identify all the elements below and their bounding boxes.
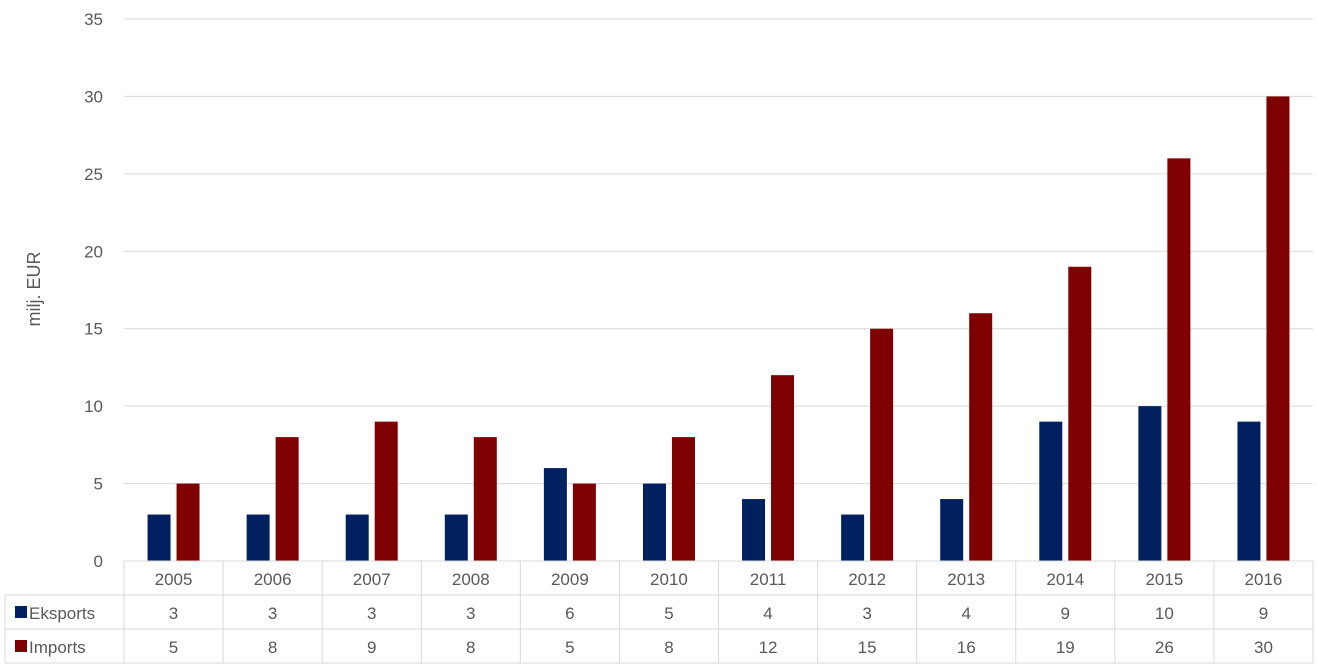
table-cell-imports: 16 (957, 638, 976, 657)
x-tick-label: 2016 (1245, 570, 1283, 589)
table-cell-imports: 12 (759, 638, 778, 657)
y-tick-label: 35 (84, 10, 103, 29)
table-cell-eksports: 3 (169, 604, 178, 623)
x-tick-label: 2014 (1046, 570, 1084, 589)
bar-imports-2009 (572, 483, 596, 561)
bar-imports-2013 (969, 313, 993, 561)
y-tick-label: 30 (84, 87, 103, 106)
y-tick-label: 20 (84, 242, 103, 261)
x-tick-label: 2011 (750, 570, 787, 589)
bar-eksports-2007 (345, 514, 369, 561)
x-tick-label: 2009 (551, 570, 589, 589)
bar-eksports-2016 (1237, 421, 1261, 561)
bar-eksports-2008 (444, 514, 468, 561)
table-cell-eksports: 9 (1061, 604, 1070, 623)
bar-eksports-2006 (246, 514, 270, 561)
bar-imports-2010 (671, 437, 695, 561)
bar-imports-2007 (374, 421, 398, 561)
bar-imports-2011 (771, 375, 795, 561)
x-tick-label: 2015 (1145, 570, 1183, 589)
table-cell-imports: 26 (1155, 638, 1174, 657)
table-cell-eksports: 3 (268, 604, 277, 623)
x-tick-label: 2005 (155, 570, 193, 589)
bar-eksports-2005 (147, 514, 171, 561)
bar-eksports-2012 (841, 514, 865, 561)
table-cell-eksports: 3 (367, 604, 376, 623)
x-tick-label: 2013 (947, 570, 985, 589)
gridlines (124, 18, 1313, 485)
table-cell-eksports: 4 (961, 604, 970, 623)
y-tick-label: 15 (84, 320, 103, 339)
legend-label-imports: Imports (29, 638, 86, 657)
bar-imports-2006 (275, 437, 299, 561)
table-cell-imports: 8 (268, 638, 277, 657)
y-tick-label: 25 (84, 165, 103, 184)
table-cell-imports: 9 (367, 638, 376, 657)
table-cell-imports: 8 (664, 638, 673, 657)
legend-swatch-imports (15, 640, 27, 652)
bar-imports-2015 (1167, 158, 1191, 561)
bar-eksports-2010 (642, 483, 666, 561)
bar-eksports-2015 (1138, 406, 1162, 561)
table-cell-imports: 5 (565, 638, 574, 657)
bar-eksports-2013 (940, 499, 964, 561)
y-axis-label: milj. EUR (24, 252, 44, 327)
table-cell-imports: 19 (1056, 638, 1075, 657)
bar-imports-2014 (1068, 266, 1092, 561)
legend-label-eksports: Eksports (29, 604, 95, 623)
table-cell-eksports: 9 (1259, 604, 1268, 623)
table-cell-eksports: 3 (862, 604, 871, 623)
legend-swatch-eksports (15, 606, 27, 618)
bar-eksports-2011 (742, 499, 766, 561)
bar-imports-2008 (473, 437, 497, 561)
y-axis-ticks: 0 5 10 15 20 25 30 35 (84, 10, 103, 571)
table-cell-eksports: 10 (1155, 604, 1174, 623)
table-cell-eksports: 4 (763, 604, 772, 623)
table-cell-imports: 8 (466, 638, 475, 657)
table-cell-eksports: 3 (466, 604, 475, 623)
bar-imports-2012 (870, 328, 894, 561)
bar-imports-2005 (176, 483, 200, 561)
x-tick-label: 2007 (353, 570, 391, 589)
bar-eksports-2009 (543, 468, 567, 561)
y-tick-label: 5 (94, 475, 103, 494)
table-cell-imports: 15 (858, 638, 877, 657)
table-cell-eksports: 6 (565, 604, 574, 623)
data-table: 2005 2006 2007 2008 2009 2010 2011 2012 2013 2014… (4, 560, 1314, 664)
bar-imports-2016 (1266, 96, 1290, 561)
x-tick-label: 2012 (848, 570, 886, 589)
table-cell-eksports: 5 (664, 604, 673, 623)
y-tick-label: 0 (94, 552, 103, 571)
table-cell-imports: 30 (1254, 638, 1273, 657)
x-tick-label: 2010 (650, 570, 688, 589)
bars (147, 96, 1290, 561)
x-tick-label: 2008 (452, 570, 490, 589)
x-tick-label: 2006 (254, 570, 292, 589)
y-tick-label: 10 (84, 397, 103, 416)
table-cell-imports: 5 (169, 638, 178, 657)
bar-eksports-2014 (1039, 421, 1063, 561)
